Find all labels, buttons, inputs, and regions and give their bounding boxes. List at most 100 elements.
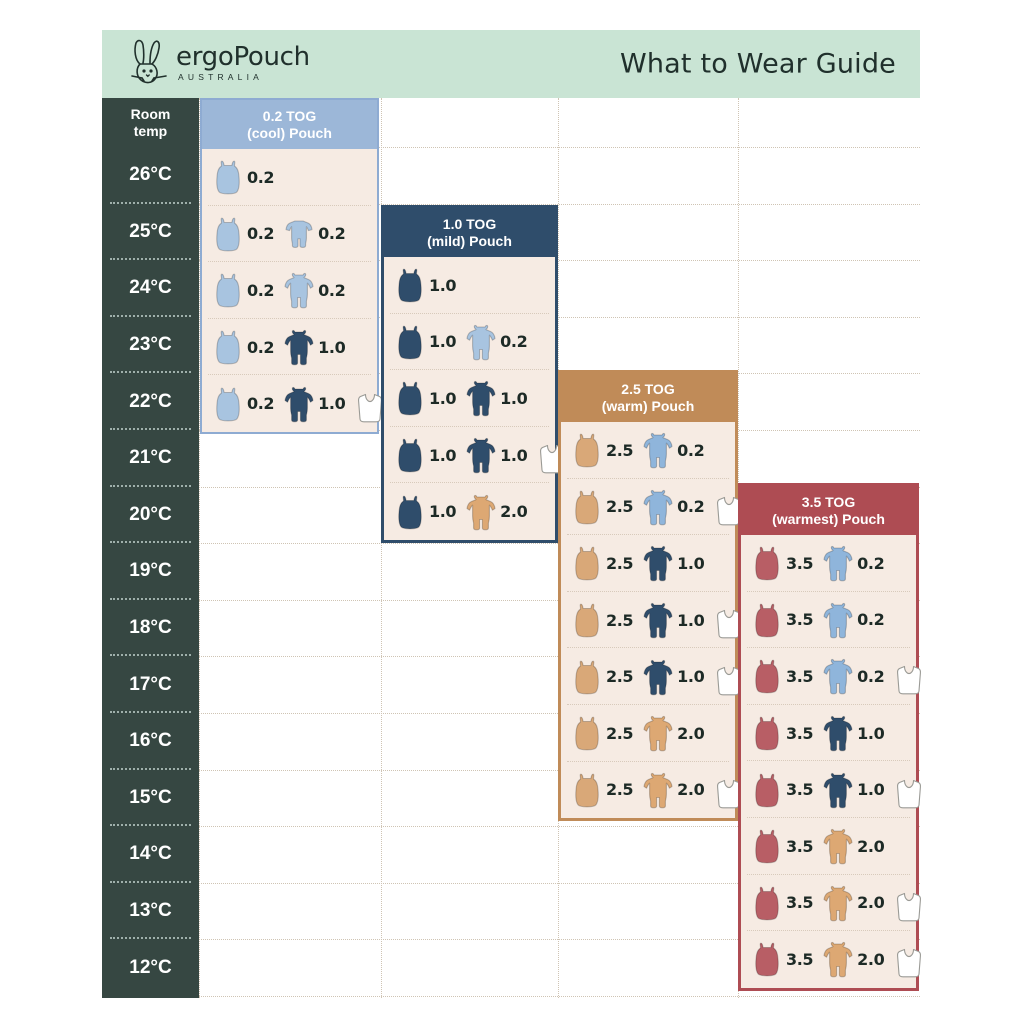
room-temp-row: 13°C [102,883,199,940]
singlet-icon [893,942,923,978]
long-sleeve-onesie-icon [642,430,674,470]
sleeping-bag-icon [394,378,426,418]
grid-vline [199,98,200,998]
tog-value: 0.2 [857,553,885,573]
garment-item: 1.0 [394,322,465,362]
tog-value: 0.2 [318,280,346,300]
garment-item: 2.5 [571,543,642,583]
tog-recommendation-row: 1.0 2.0 [384,483,555,540]
sleeping-bag-icon [751,713,783,753]
garment-item: 1.0 [822,770,893,810]
sleeping-bag-icon [212,157,244,197]
tog-value: 0.2 [247,394,275,414]
room-temp-value: 12°C [129,956,172,978]
garment-item: 0.2 [822,543,893,583]
garment-item: 0.2 [212,270,283,310]
tog-value: 1.0 [318,394,346,414]
garment-item: 2.0 [822,939,893,979]
garment-item: 3.5 [751,826,822,866]
garment-item [354,387,384,423]
tog-value: 2.0 [677,780,705,800]
tog-value: 0.2 [500,332,528,352]
long-sleeve-onesie-icon [465,492,497,532]
tog-panel-header-line2: (cool) Pouch [247,124,332,141]
room-temp-header-line2: temp [133,122,168,139]
long-sleeve-onesie-icon [822,826,854,866]
long-sleeve-onesie-icon [822,656,854,696]
page-title: What to Wear Guide [619,48,896,80]
sleeping-bag-icon [751,939,783,979]
tog-value: 1.0 [500,445,528,465]
garment-item: 2.5 [571,430,642,470]
tog-recommendation-row: 3.5 2.0 [741,875,922,932]
tog-value: 1.0 [857,780,885,800]
sleeping-bag-icon [751,543,783,583]
tog-panel-body: 1.0 1.0 0.2 1.0 1.0 1.0 1.0 1.0 2.0 [384,257,565,540]
tog-value: 3.5 [786,893,814,913]
tog-panel-tog-3-5: 3.5 TOG (warmest) Pouch 3.5 0.2 3.5 0.2 3.5 0.2… [738,483,922,991]
room-temp-row: 16°C [102,713,199,770]
garment-item: 1.0 [283,327,354,367]
tog-value: 2.5 [606,553,634,573]
tog-value: 0.2 [247,280,275,300]
page-header: ergoPouch AUSTRALIA What to Wear Guide [102,30,920,98]
grid-hline [102,769,920,771]
tog-value: 1.0 [677,667,705,687]
singlet-icon [893,886,923,922]
tog-panel-header-line1: 1.0 TOG [442,215,497,232]
long-sleeve-onesie-icon [642,543,674,583]
room-temp-value: 14°C [129,843,172,865]
garment-item: 1.0 [822,713,893,753]
tog-value: 3.5 [786,723,814,743]
tog-value: 2.0 [677,723,705,743]
room-temp-value: 15°C [129,786,172,808]
room-temp-value: 16°C [129,730,172,752]
tog-panel-header-line2: (warm) Pouch [601,397,695,414]
sleeping-bag-icon [571,657,603,697]
room-temp-row: 12°C [102,939,199,996]
tog-value: 1.0 [429,388,457,408]
tog-recommendation-row: 1.0 1.0 [384,427,565,484]
grid-hline [102,656,920,658]
grid-hline [102,939,920,941]
sleeping-bag-icon [212,384,244,424]
tog-panel-tog-2-5: 2.5 TOG (warm) Pouch 2.5 0.2 2.5 0.2 2.5 1.0 2.5… [558,370,742,822]
garment-item: 3.5 [751,770,822,810]
tog-value: 0.2 [857,666,885,686]
garment-item: 1.0 [394,492,465,532]
tog-value: 1.0 [857,723,885,743]
garment-item: 1.0 [394,435,465,475]
tog-value: 2.5 [606,667,634,687]
room-temp-row: 23°C [102,317,199,374]
tog-value: 2.5 [606,780,634,800]
tog-value: 3.5 [786,949,814,969]
brand-subtitle: AUSTRALIA [178,72,264,83]
long-sleeve-onesie-icon [283,327,315,367]
tog-recommendation-row: 1.0 0.2 [384,314,555,371]
grid-vline [381,98,382,998]
tog-panel-tog-1-0: 1.0 TOG (mild) Pouch 1.0 1.0 0.2 1.0 1.0 1.0 1.0… [381,205,565,543]
sleeping-bag-icon [751,826,783,866]
sleeping-bag-icon [212,327,244,367]
tog-value: 3.5 [786,610,814,630]
sleeping-bag-icon [751,883,783,923]
long-sleeve-onesie-icon [822,600,854,640]
room-temp-row: 21°C [102,430,199,487]
tog-value: 0.2 [857,610,885,630]
tog-panel-header: 1.0 TOG (mild) Pouch [384,208,555,257]
tog-value: 0.2 [247,167,275,187]
tog-recommendation-row: 3.5 0.2 [741,592,916,649]
garment-item [893,773,923,809]
room-temp-row: 26°C [102,147,199,204]
tog-value: 2.5 [606,610,634,630]
singlet-icon [354,387,384,423]
tog-value: 2.0 [500,502,528,522]
sleeping-bag-icon [394,265,426,305]
room-temp-row: 19°C [102,543,199,600]
garment-item: 3.5 [751,543,822,583]
tog-recommendation-row: 1.0 [384,257,555,314]
long-sleeve-onesie-icon [822,713,854,753]
tog-recommendation-row: 3.5 1.0 [741,761,922,818]
short-sleeve-romper-icon [283,214,315,254]
grid-hline [102,826,920,828]
